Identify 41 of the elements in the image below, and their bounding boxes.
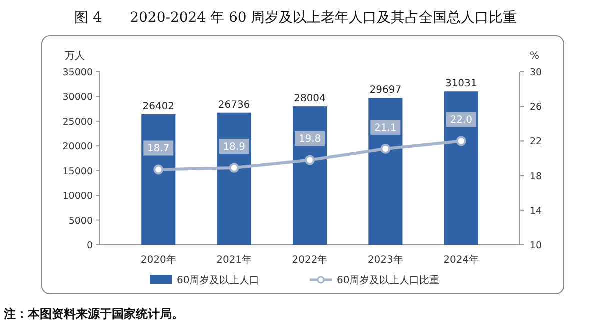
legend-label: 60周岁及以上人口 bbox=[177, 274, 260, 286]
x-tick-label: 2021年 bbox=[216, 254, 252, 266]
point bbox=[456, 136, 466, 146]
text: 注：本图资料来源于国家统计局。 bbox=[3, 307, 184, 321]
y2-tick-label: 10 bbox=[530, 240, 542, 252]
y2-tick-label: 30 bbox=[530, 68, 542, 78]
point bbox=[305, 155, 315, 166]
y2-tick-label: 26 bbox=[530, 102, 542, 114]
data-label: 26402 bbox=[142, 102, 175, 112]
y2-tick-label: 18 bbox=[530, 171, 542, 182]
data-label: 22.0 bbox=[450, 115, 472, 126]
y-tick-label: 30000 bbox=[62, 92, 93, 104]
point bbox=[229, 163, 240, 174]
chart-title: 图 4 2020-2024 年 60 周岁及以上老年人口及其占全国总人口比重 bbox=[74, 10, 518, 26]
x-tick-label: 2023年 bbox=[368, 254, 404, 266]
y-tick-label: 25000 bbox=[62, 116, 93, 128]
y-tick-label: 15000 bbox=[62, 166, 93, 178]
data-label: 19.8 bbox=[298, 134, 322, 146]
y-tick-label: 10000 bbox=[62, 191, 93, 202]
data-label: 18.9 bbox=[223, 142, 246, 154]
legend-label: 60周岁及以上人口比重 bbox=[337, 274, 440, 286]
x-tick-label: 2022年 bbox=[292, 254, 328, 266]
y-axis-title: 万人 bbox=[65, 51, 85, 62]
bar bbox=[444, 92, 478, 245]
y-tick-label: 35000 bbox=[62, 68, 93, 78]
data-label: 21.1 bbox=[374, 122, 397, 134]
x-tick-label: 2024年 bbox=[444, 254, 480, 266]
data-label: 31031 bbox=[445, 78, 478, 90]
data-label: 18.7 bbox=[148, 144, 170, 155]
data-label: 28004 bbox=[294, 94, 326, 105]
point bbox=[154, 164, 164, 175]
y2-tick-label: 22 bbox=[530, 136, 542, 148]
y2-axis-title: % bbox=[530, 51, 540, 62]
y2-tick-label: 14 bbox=[530, 206, 542, 217]
point bbox=[380, 144, 391, 154]
y-tick-label: 20000 bbox=[62, 142, 93, 153]
data-label: 29697 bbox=[370, 85, 402, 96]
data-label: 26736 bbox=[218, 100, 250, 111]
x-tick-label: 2020年 bbox=[140, 254, 176, 266]
y-tick-label: 0 bbox=[86, 240, 93, 252]
y-tick-label: 5000 bbox=[68, 216, 93, 227]
